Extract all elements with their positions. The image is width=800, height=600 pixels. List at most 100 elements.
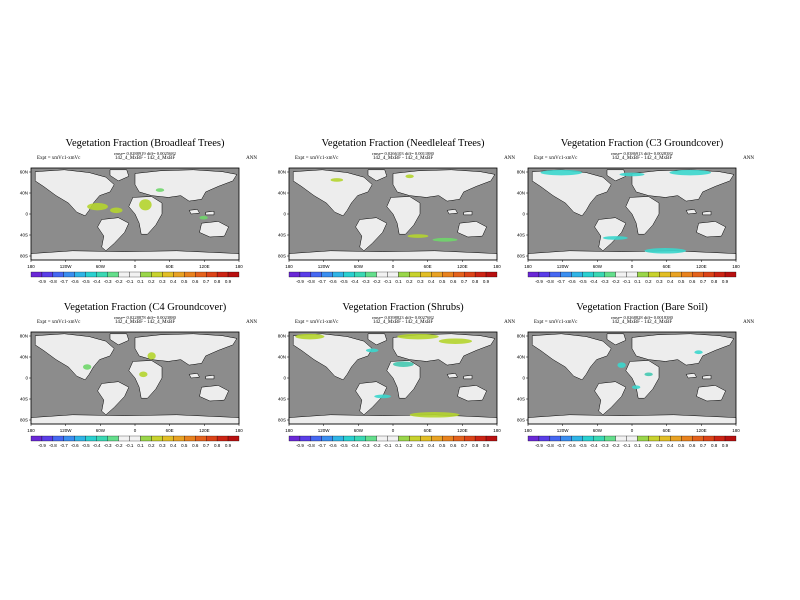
land-mass [702,210,712,216]
colorbar-swatch [527,271,540,278]
colorbar-label: 0.1 [137,443,144,448]
colorbar-label: -0.2 [115,443,123,448]
lon-tick-label: 180 [732,264,740,269]
colorbar-swatch [288,435,301,442]
colorbar-swatch [474,271,487,278]
colorbar-label: -0.7 [318,443,326,448]
colorbar-label: -0.2 [373,443,381,448]
colorbar-swatch [692,271,704,278]
colorbar-swatch [321,271,333,278]
colorbar-swatch [227,435,240,442]
colorbar-swatch [713,271,726,278]
land-mass [463,374,473,380]
colorbar-label: -0.1 [384,443,392,448]
lat-tick-label: 40N [20,191,28,196]
panel-title: Vegetation Fraction (C3 Groundcover) [560,138,724,149]
colorbar-swatch [571,271,583,278]
colorbar-swatch [637,271,649,278]
colorbar-label: -0.6 [329,279,337,284]
colorbar-label: -0.3 [601,443,609,448]
colorbar-swatch [593,271,605,278]
colorbar-swatch [681,271,693,278]
colorbar-label: 0.6 [450,279,457,284]
lat-tick-label: 0 [283,376,286,381]
colorbar-swatch [107,271,119,278]
colorbar-swatch [41,435,54,442]
lat-tick-label: 40N [278,355,286,360]
land-mass [367,333,388,346]
colorbar-label: 0.9 [225,279,232,284]
lon-tick-label: 60W [593,428,603,433]
colorbar-swatch [387,271,399,278]
lon-tick-label: 180 [493,428,501,433]
lat-tick-label: 40N [517,355,525,360]
land-mass [188,209,200,215]
colorbar-label: 0.1 [395,443,402,448]
colorbar-swatch [151,271,163,278]
land-mass [625,196,660,235]
lon-tick-label: 0 [392,264,395,269]
colorbar-swatch [332,435,344,442]
colorbar-label: 0.2 [148,279,155,284]
colorbar-swatch [464,435,476,442]
colorbar-swatch [442,271,454,278]
colorbar-label: 0.9 [225,443,232,448]
colorbar-label: 0.8 [711,443,718,448]
colorbar-swatch [343,435,355,442]
colorbar-swatch [527,435,540,442]
land-mass [128,196,163,235]
colorbar-label: 0.3 [417,443,424,448]
land-mass [199,221,229,238]
colorbar-label: 0.5 [678,443,685,448]
lon-tick-label: 180 [235,264,243,269]
land-mass [696,385,726,402]
panel-season: ANN [246,320,257,325]
lat-tick-label: 80S [278,418,286,423]
colorbar-label: -0.3 [362,279,370,284]
colorbar-label: 0.4 [170,443,177,448]
lat-tick-label: 80S [517,418,525,423]
colorbar-label: 0.3 [159,443,166,448]
land-mass [386,196,421,235]
colorbar-swatch [538,271,551,278]
land-mass [531,333,612,381]
colorbar-label: -0.8 [546,443,554,448]
colorbar-swatch [692,435,704,442]
colorbar-swatch [118,435,130,442]
colorbar-swatch [52,271,64,278]
colorbar-label: 0.8 [472,443,479,448]
colorbar-label: -0.1 [384,279,392,284]
land-mass [685,373,697,379]
anomaly-field [409,412,460,418]
colorbar-swatch [129,435,141,442]
colorbar-label: 0.1 [137,279,144,284]
colorbar-swatch [420,435,432,442]
anomaly-field [83,364,92,370]
panel-run: 142_4_MxBF - 142_4_MxBF [372,156,434,161]
colorbar-label: 0.8 [711,279,718,284]
colorbar-swatch [431,435,443,442]
lon-tick-label: 120W [60,428,73,433]
lat-tick-label: 80S [517,254,525,259]
colorbar-label: -0.8 [307,279,315,284]
colorbar-swatch [538,435,551,442]
colorbar-swatch [571,435,583,442]
colorbar-label: 0.1 [634,279,641,284]
land-mass [527,250,737,261]
colorbar-label: 0.1 [395,279,402,284]
colorbar-swatch [626,435,638,442]
colorbar-label: 0.2 [645,279,652,284]
anomaly-field [405,174,414,179]
lon-tick-label: 60E [166,264,174,269]
colorbar-label: -0.8 [49,443,57,448]
colorbar-swatch [343,271,355,278]
lon-tick-label: 120E [457,264,468,269]
colorbar-swatch [453,271,465,278]
colorbar-swatch [485,435,498,442]
colorbar-label: -0.5 [340,443,348,448]
anomaly-field [110,207,123,214]
anomaly-field [432,237,458,242]
colorbar-label: 0.9 [483,279,490,284]
